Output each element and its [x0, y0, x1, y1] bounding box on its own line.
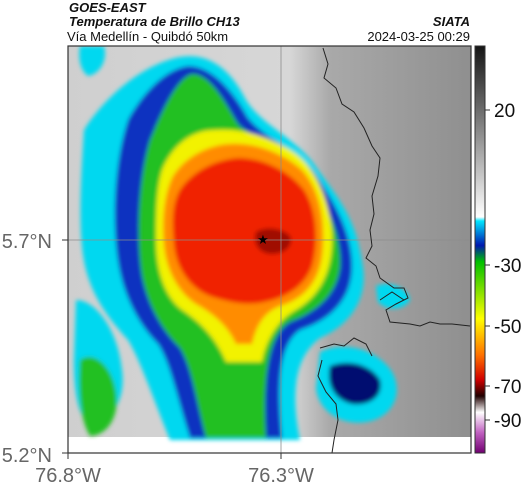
colorbar-tick-m90: -90: [494, 411, 521, 432]
colorbar-tick-m70: -70: [494, 377, 521, 398]
x-tick-label-76-3: 76.3°W: [248, 465, 314, 487]
bottom-white-band: [68, 437, 471, 453]
timestamp-label: 2024-03-25 00:29: [367, 29, 470, 44]
cyan-patch-east: [376, 283, 410, 309]
colorbar-tick-m30: -30: [494, 256, 521, 277]
y-tick-label-5-2: 5.2°N: [2, 445, 52, 467]
grid-lines: [68, 46, 471, 453]
dark-red-center: [254, 228, 291, 254]
coastline: [317, 47, 471, 453]
map-frame: [67, 45, 472, 454]
x-tick-label-76-8: 76.8°W: [35, 465, 101, 487]
y-tick-label-5-7: 5.7°N: [2, 231, 52, 253]
green-patch-southwest: [79, 356, 117, 436]
map-panel: ★: [68, 46, 471, 453]
colorbar-tick-m50: -50: [494, 317, 521, 338]
cloud-layers: [74, 46, 410, 440]
cyan-patch-northwest: [79, 46, 106, 76]
navy-cloud-patch: [328, 362, 381, 405]
axis-ticks: [62, 239, 282, 459]
red-cloud-core: [172, 158, 316, 304]
route-label: Vía Medellín - Quibdó 50km: [67, 29, 229, 44]
colorbar-gradient: [474, 45, 486, 454]
organization-label: SIATA: [432, 14, 470, 29]
colorbar: 20 -30 -50 -70 -90: [474, 45, 521, 454]
colorbar-tick-20: 20: [494, 101, 515, 122]
star-marker: ★: [257, 233, 269, 248]
satellite-name: GOES-EAST: [69, 0, 146, 15]
product-title: Temperatura de Brillo CH13: [69, 14, 240, 29]
